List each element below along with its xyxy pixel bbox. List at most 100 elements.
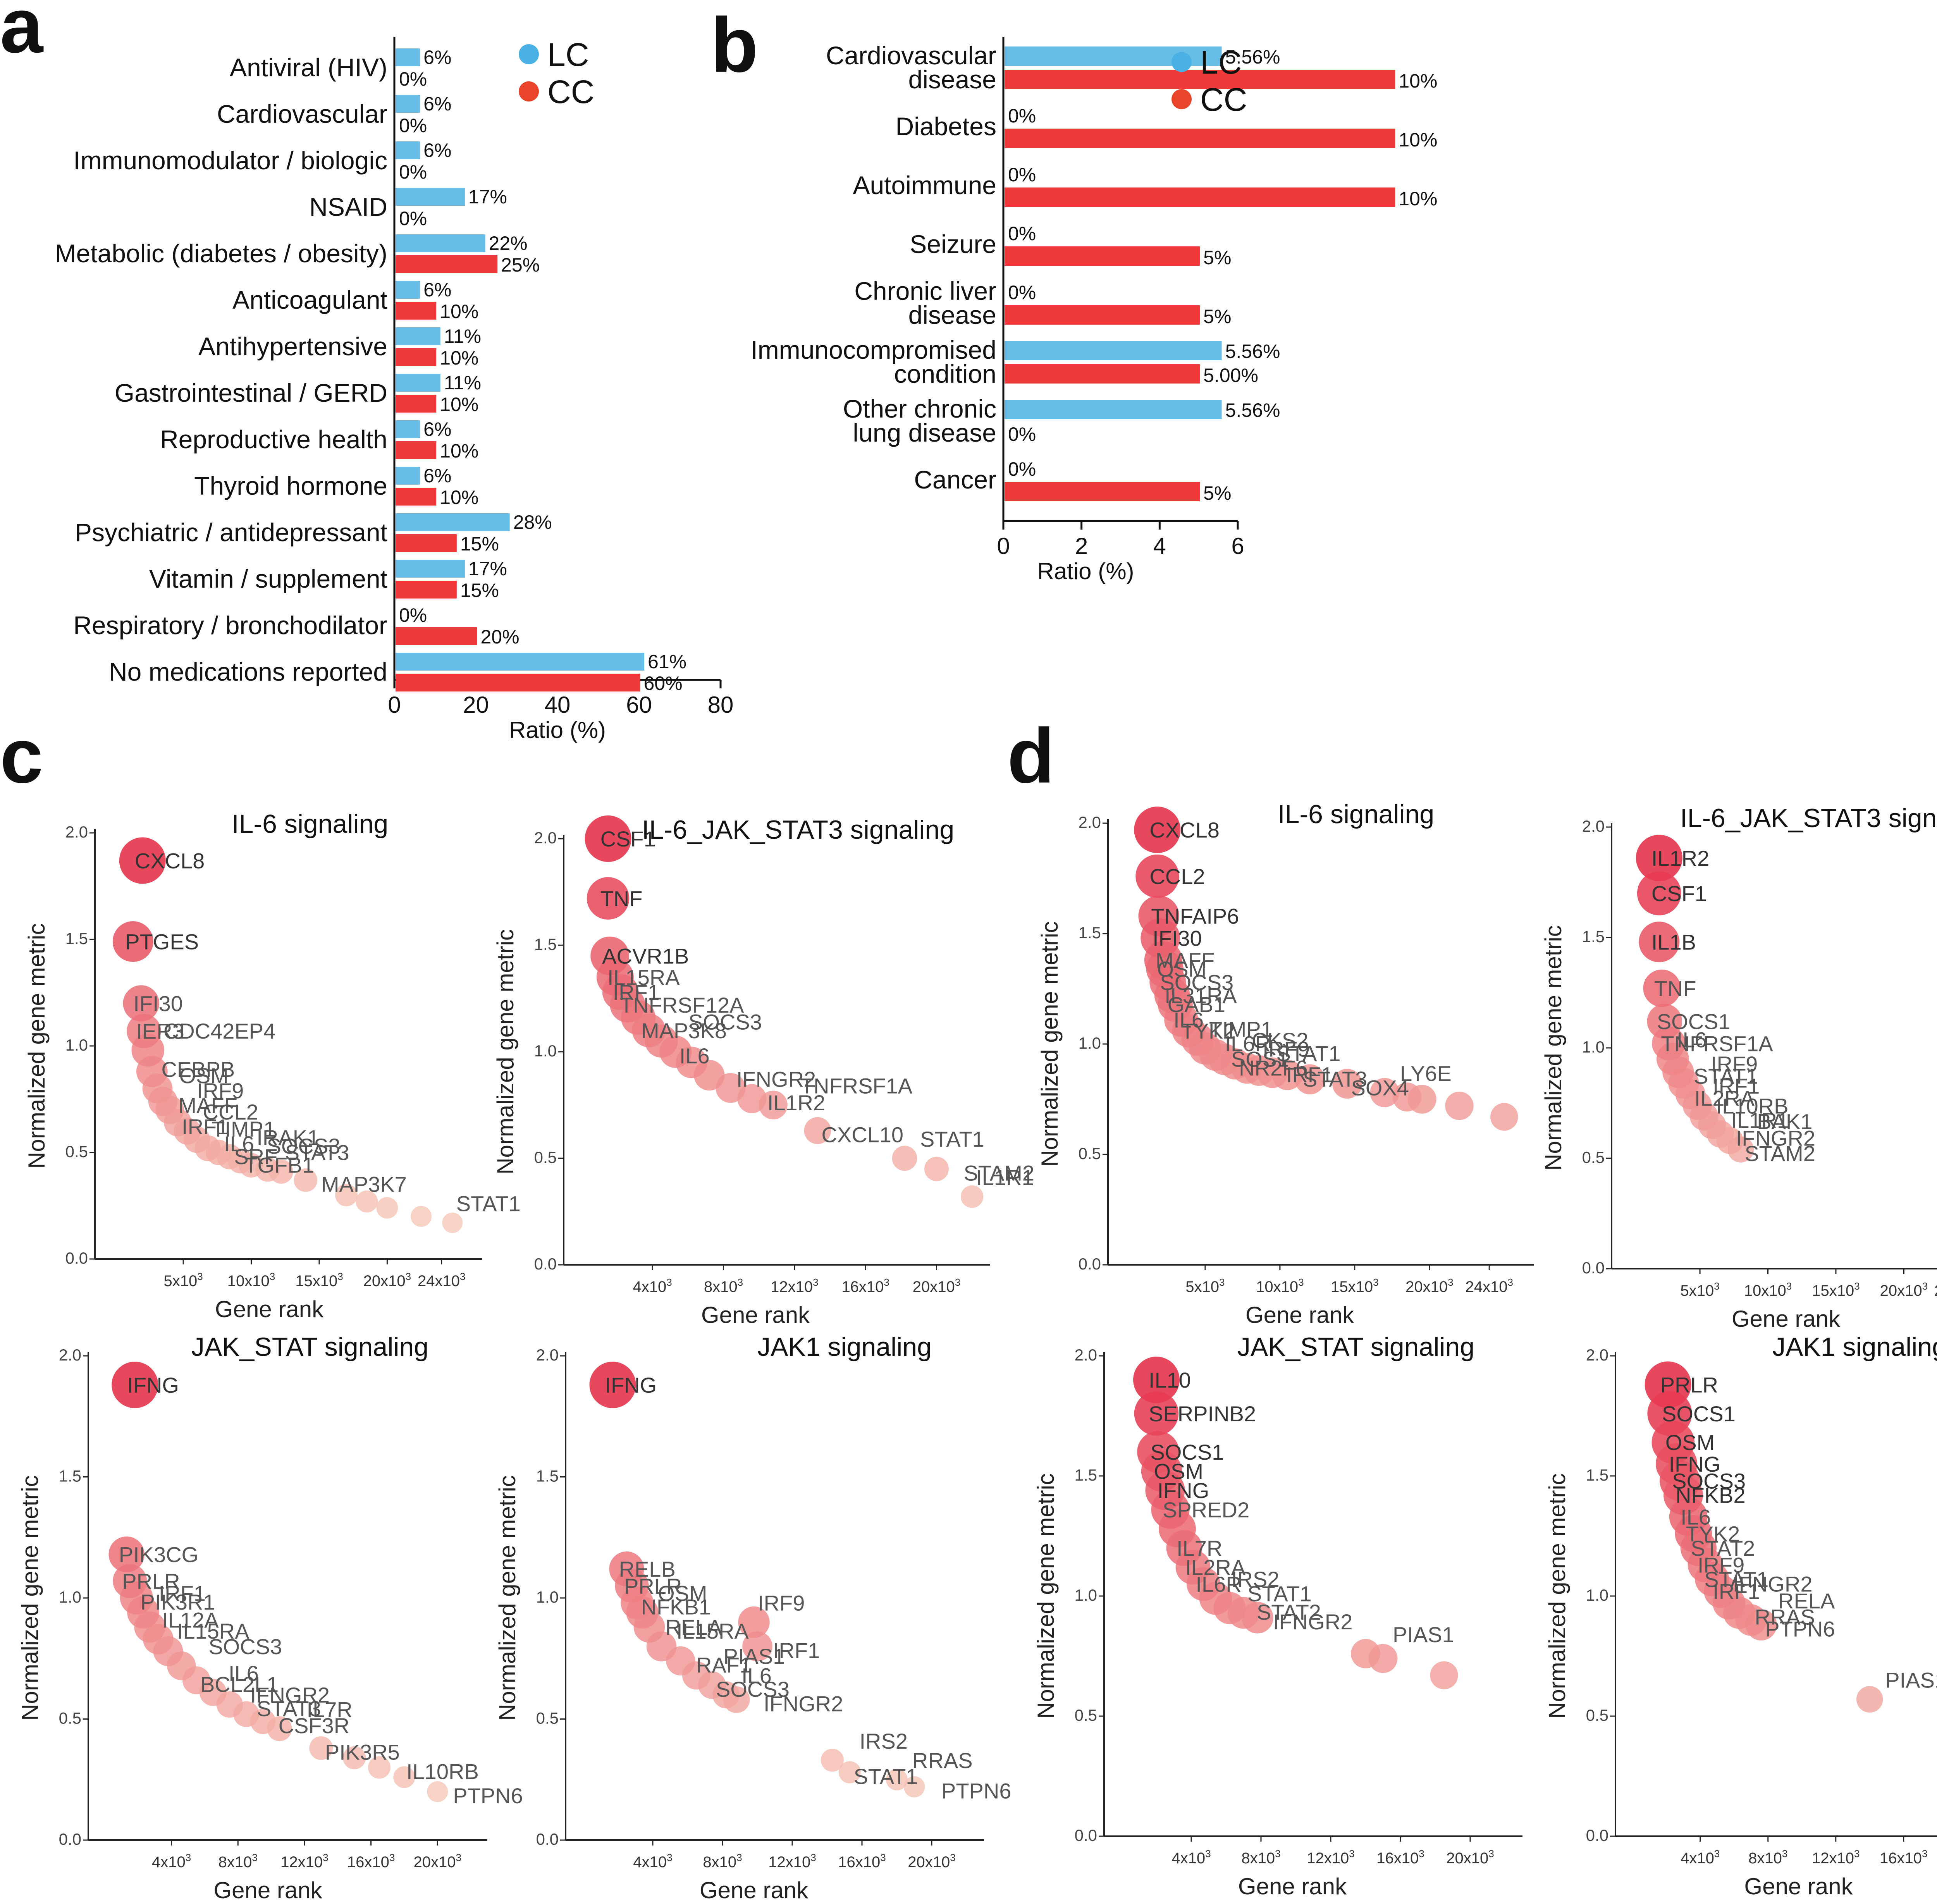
x-tick-label: 4x103 [1171,1848,1211,1867]
legend-label-cc: CC [547,74,594,110]
y-tick-label: 1.0 [1079,1034,1101,1052]
x-tick-label: 4x103 [633,1276,672,1295]
y-tick-label: 1.0 [1582,1038,1605,1056]
point-label: IFNG [1669,1452,1721,1476]
y-axis-label: Normalized gene metric [17,1475,43,1721]
category-label: Antihypertensive [198,332,387,361]
x-tick-label: 8x103 [703,1852,742,1871]
bar-lc [396,653,645,671]
bar-cc [396,395,437,413]
point-label: RELA [666,1615,723,1639]
point-label: PRLR [122,1569,180,1593]
scatter-plot-c2: 0.0 0.5 1.0 1.5 2.0 4x103 8x103 12x103 16x103 20x… [492,815,1034,1328]
data-point [1370,1078,1399,1108]
category-label: Cardiovascular [826,41,996,70]
bar-cc [1005,187,1395,207]
plot-title: JAK_STAT signaling [191,1332,428,1362]
category-label: condition [894,359,996,388]
point-label: IL6 [679,1044,710,1068]
point-label: IL6R [1225,1032,1271,1056]
point-label: SOCS1 [1662,1402,1736,1426]
y-tick-label: 1.5 [536,1467,559,1485]
data-label-lc: 6% [423,46,451,68]
data-label-cc: 0% [399,161,427,183]
bar-lc [396,281,420,299]
point-label: IRF1 [1286,1062,1333,1087]
y-tick-label: 0.5 [1582,1148,1605,1166]
category-label: Immunocompromised [750,335,996,364]
category-label: Thyroid hormone [194,471,387,500]
x-tick-label: 12x103 [280,1852,328,1871]
data-label-lc: 0% [1008,164,1036,186]
point-label: TNF [1654,976,1696,1001]
bar-cc [396,255,498,273]
point-label: PTPN6 [941,1779,1012,1803]
bar-cc [1005,482,1200,501]
data-label-lc: 5.56% [1225,341,1280,362]
point-label: IFI30 [133,991,183,1016]
data-label-cc: 0% [1008,423,1036,445]
point-label: IRF9 [1698,1553,1744,1577]
y-axis-label: Normalized gene metric [1540,925,1566,1171]
y-tick-label: 0.5 [1586,1706,1608,1724]
data-label-cc: 10% [440,394,478,415]
data-label-lc: 17% [468,558,507,580]
plot-title: IL-6_JAK_STAT3 signaling [642,815,954,845]
point-label: IL6 [229,1661,259,1686]
data-point [309,1736,333,1760]
y-tick-label: 0.0 [1079,1255,1101,1273]
data-label-lc: 11% [444,325,481,347]
point-label: IL1R1 [1731,1108,1789,1133]
point-label: CSF1 [1651,881,1707,906]
point-label: IL1R1 [976,1165,1034,1190]
point-label: TIMP1 [212,1117,275,1141]
data-label-lc: 6% [423,139,451,161]
y-axis-label: Normalized gene metric [24,923,50,1169]
data-point [1636,834,1682,881]
point-label: RELB [619,1557,676,1581]
point-label: OSM [658,1581,707,1606]
x-axis-label: Gene rank [701,1302,810,1328]
point-label: IFNG [605,1373,657,1397]
data-label-cc: 15% [460,580,499,601]
point-label: IL10 [1149,1368,1191,1392]
plot-title: IL-6 signaling [232,809,388,839]
category-label: Respiratory / bronchodilator [73,611,387,640]
bar-lc [396,234,485,252]
scatter-plot-c1: 0.0 0.5 1.0 1.5 2.0 5x103 10x103 15x103 20x103 24… [24,809,521,1322]
data-point [1137,1431,1179,1473]
data-point [376,1197,398,1219]
point-label: TGFB1 [244,1153,314,1177]
data-label-cc: 0% [399,68,427,90]
point-label: ACVR1B [602,944,689,968]
point-label: STAT1 [456,1192,521,1216]
x-tick-label: 5x103 [1680,1280,1719,1299]
point-label: MAFF [1156,948,1214,972]
y-tick-label: 0.0 [536,1830,559,1848]
x-axis-label: Ratio (%) [509,717,606,743]
data-label-cc: 0% [399,208,427,229]
data-point [1134,1391,1179,1436]
category-label: Diabetes [896,112,997,141]
legend-label-lc: LC [547,36,589,73]
bar-lc [396,48,420,66]
panel-letter-c: c [0,713,43,799]
point-label: PIK3CG [119,1543,198,1567]
data-label-lc: 61% [648,651,686,673]
point-label: OSM [179,1063,229,1088]
data-label-cc: 0% [399,115,427,136]
point-label: IL6 [741,1663,772,1688]
data-point [123,985,160,1022]
point-label: IFNGR2 [1733,1572,1812,1596]
x-tick-label: 20x103 [1446,1848,1494,1867]
point-label: TNF [600,886,643,911]
bar-cc [396,302,437,320]
data-point [113,1564,147,1598]
data-point [1133,1357,1180,1403]
data-point [903,1776,925,1797]
data-point [368,1756,390,1779]
x-tick-label: 5x103 [163,1271,203,1290]
point-label: IL15RA [607,965,680,990]
data-label-lc: 0% [1008,282,1036,303]
x-tick-label: 16x103 [1376,1848,1424,1867]
